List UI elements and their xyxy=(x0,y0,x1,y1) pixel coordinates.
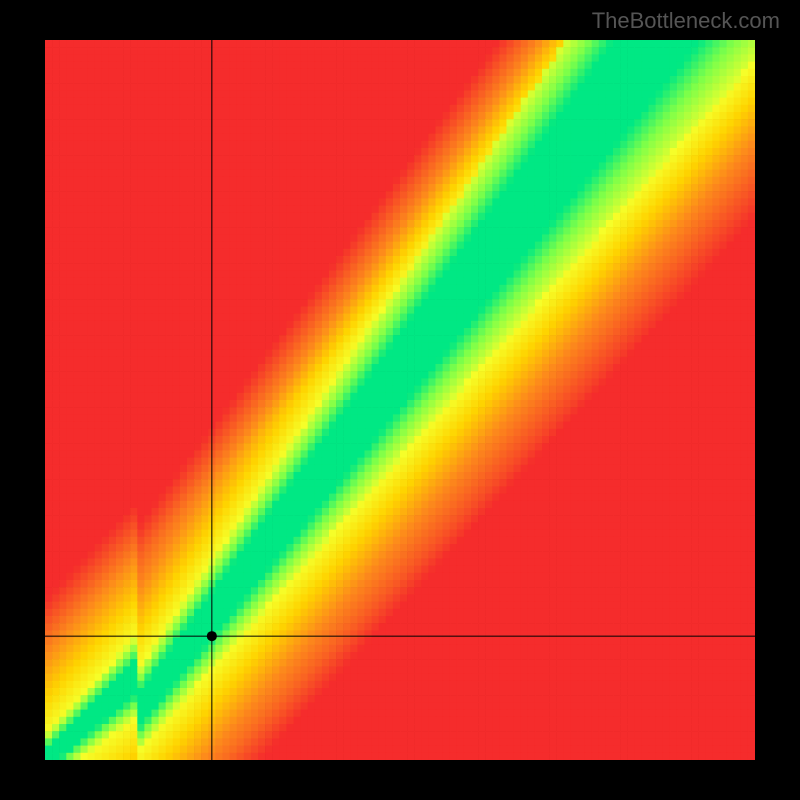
bottleneck-heatmap xyxy=(45,40,755,760)
watermark-text: TheBottleneck.com xyxy=(592,8,780,34)
chart-container: TheBottleneck.com xyxy=(0,0,800,800)
